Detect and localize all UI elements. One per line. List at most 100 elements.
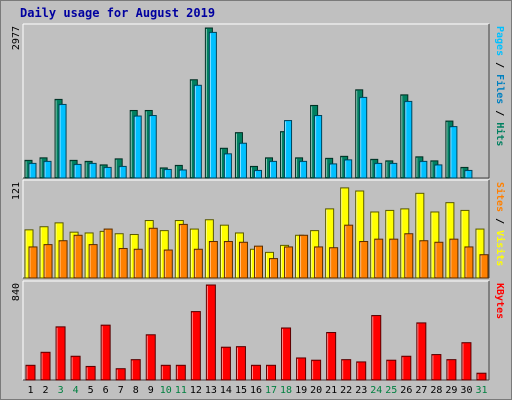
bar-fill xyxy=(115,368,126,381)
bar-fill xyxy=(58,240,68,279)
bar-kbytes-kbytes-day-24 xyxy=(371,315,382,381)
bar-fill xyxy=(100,324,111,381)
bar-kbytes-kbytes-day-28 xyxy=(431,354,442,381)
bar-visits-sites-day-23 xyxy=(359,240,369,279)
bar-fill xyxy=(118,247,128,279)
bar-fill xyxy=(88,162,97,179)
bar-fill xyxy=(145,334,156,381)
bar-visits-sites-day-22 xyxy=(344,224,354,279)
series-legend-visits: Sites / Visits xyxy=(494,182,506,266)
x-tick-label-6: 6 xyxy=(103,385,109,396)
bar-visits-sites-day-30 xyxy=(464,246,474,279)
bar-hits-pages-day-6 xyxy=(103,166,112,179)
x-tick-label-26: 26 xyxy=(400,385,412,396)
bar-fill xyxy=(55,326,66,381)
bar-kbytes-kbytes-day-31 xyxy=(476,372,487,381)
bar-kbytes-kbytes-day-8 xyxy=(130,359,141,381)
bar-kbytes-kbytes-day-23 xyxy=(356,361,367,381)
bar-hits-pages-day-29 xyxy=(449,126,458,179)
x-tick-label-31: 31 xyxy=(475,385,487,396)
bar-fill xyxy=(299,234,309,279)
bar-kbytes-kbytes-day-3 xyxy=(55,326,66,381)
bar-fill xyxy=(160,364,171,381)
bar-visits-sites-day-11 xyxy=(178,223,188,279)
bar-fill xyxy=(130,359,141,381)
bar-visits-sites-day-27 xyxy=(419,240,429,279)
bar-hits-pages-day-8 xyxy=(133,115,142,179)
bar-hits-pages-day-1 xyxy=(28,162,37,179)
bar-kbytes-kbytes-day-14 xyxy=(220,346,231,381)
bar-kbytes-kbytes-day-29 xyxy=(446,359,457,381)
x-tick-label-4: 4 xyxy=(73,385,79,396)
bar-hits-pages-day-23 xyxy=(359,96,368,179)
x-tick-label-13: 13 xyxy=(205,385,217,396)
bar-fill xyxy=(43,244,53,279)
bar-fill xyxy=(118,165,127,179)
bar-visits-sites-day-10 xyxy=(163,249,173,279)
bar-fill xyxy=(235,346,246,381)
bar-hits-pages-day-28 xyxy=(434,164,443,179)
bar-hits-pages-day-30 xyxy=(464,169,473,179)
bar-fill xyxy=(299,160,308,179)
x-tick-label-19: 19 xyxy=(295,385,307,396)
bar-hits-pages-day-21 xyxy=(329,163,338,179)
bar-fill xyxy=(296,357,307,381)
legend-part: Hits xyxy=(494,122,506,146)
x-tick-label-17: 17 xyxy=(265,385,277,396)
x-tick-label-21: 21 xyxy=(325,385,337,396)
bar-visits-sites-day-20 xyxy=(314,246,324,279)
bar-fill xyxy=(193,84,202,179)
bar-hits-pages-day-14 xyxy=(223,153,232,179)
bar-kbytes-kbytes-day-17 xyxy=(266,364,277,381)
bar-fill xyxy=(223,240,233,279)
bar-hits-pages-day-3 xyxy=(58,103,67,179)
x-tick-label-29: 29 xyxy=(445,385,457,396)
x-tick-label-3: 3 xyxy=(58,385,64,396)
bar-fill xyxy=(208,31,217,179)
bar-fill xyxy=(449,126,458,179)
x-tick-label-11: 11 xyxy=(175,385,187,396)
series-legend-kbytes: KBytes xyxy=(494,283,505,319)
bar-fill xyxy=(431,354,442,381)
bar-fill xyxy=(43,160,52,179)
x-tick-label-22: 22 xyxy=(340,385,352,396)
panel-kbytes: 840 KBytes xyxy=(11,280,505,381)
bar-fill xyxy=(401,355,412,381)
legend-part: Files xyxy=(494,74,506,104)
x-tick-label-5: 5 xyxy=(88,385,94,396)
bar-hits-pages-day-19 xyxy=(299,160,308,179)
bar-kbytes-kbytes-day-16 xyxy=(250,364,261,381)
bar-kbytes-kbytes-day-4 xyxy=(70,355,81,381)
bar-kbytes-kbytes-day-20 xyxy=(311,359,322,381)
x-tick-label-27: 27 xyxy=(415,385,427,396)
bar-hits-pages-day-25 xyxy=(389,162,398,179)
bar-fill xyxy=(269,160,278,179)
bar-fill xyxy=(326,332,337,381)
bar-visits-sites-day-17 xyxy=(269,258,279,279)
legend-part: Pages xyxy=(494,26,505,56)
x-axis-labels: 1 2 3 4 5 6 7 8 9 10 11 12 13 14 15 16 17 18 19 20 21 22 23 24 2… xyxy=(28,385,488,396)
bar-hits-pages-day-11 xyxy=(178,169,187,179)
bar-fill xyxy=(178,169,187,179)
bar-fill xyxy=(344,159,353,179)
bar-fill xyxy=(281,327,292,381)
bar-fill xyxy=(133,248,143,279)
bar-hits-pages-day-9 xyxy=(148,115,157,179)
bar-fill xyxy=(88,244,98,279)
bar-visits-sites-day-3 xyxy=(58,240,68,279)
bar-fill xyxy=(389,238,399,279)
bar-fill xyxy=(416,322,427,381)
x-tick-label-16: 16 xyxy=(250,385,262,396)
bar-fill xyxy=(446,359,457,381)
x-tick-label-10: 10 xyxy=(160,385,172,396)
bar-fill xyxy=(148,227,158,279)
legend-part: / xyxy=(494,56,505,74)
bar-fill xyxy=(190,311,201,381)
chart-panels: 2977 Pages / Files / Hits 121 Sites / Visit… xyxy=(11,23,506,381)
bar-fill xyxy=(238,241,248,279)
bar-fill xyxy=(419,160,428,179)
legend-part: / xyxy=(494,104,505,122)
bar-hits-pages-day-17 xyxy=(269,160,278,179)
bar-kbytes-kbytes-day-30 xyxy=(461,342,472,381)
x-tick-label-9: 9 xyxy=(148,385,154,396)
